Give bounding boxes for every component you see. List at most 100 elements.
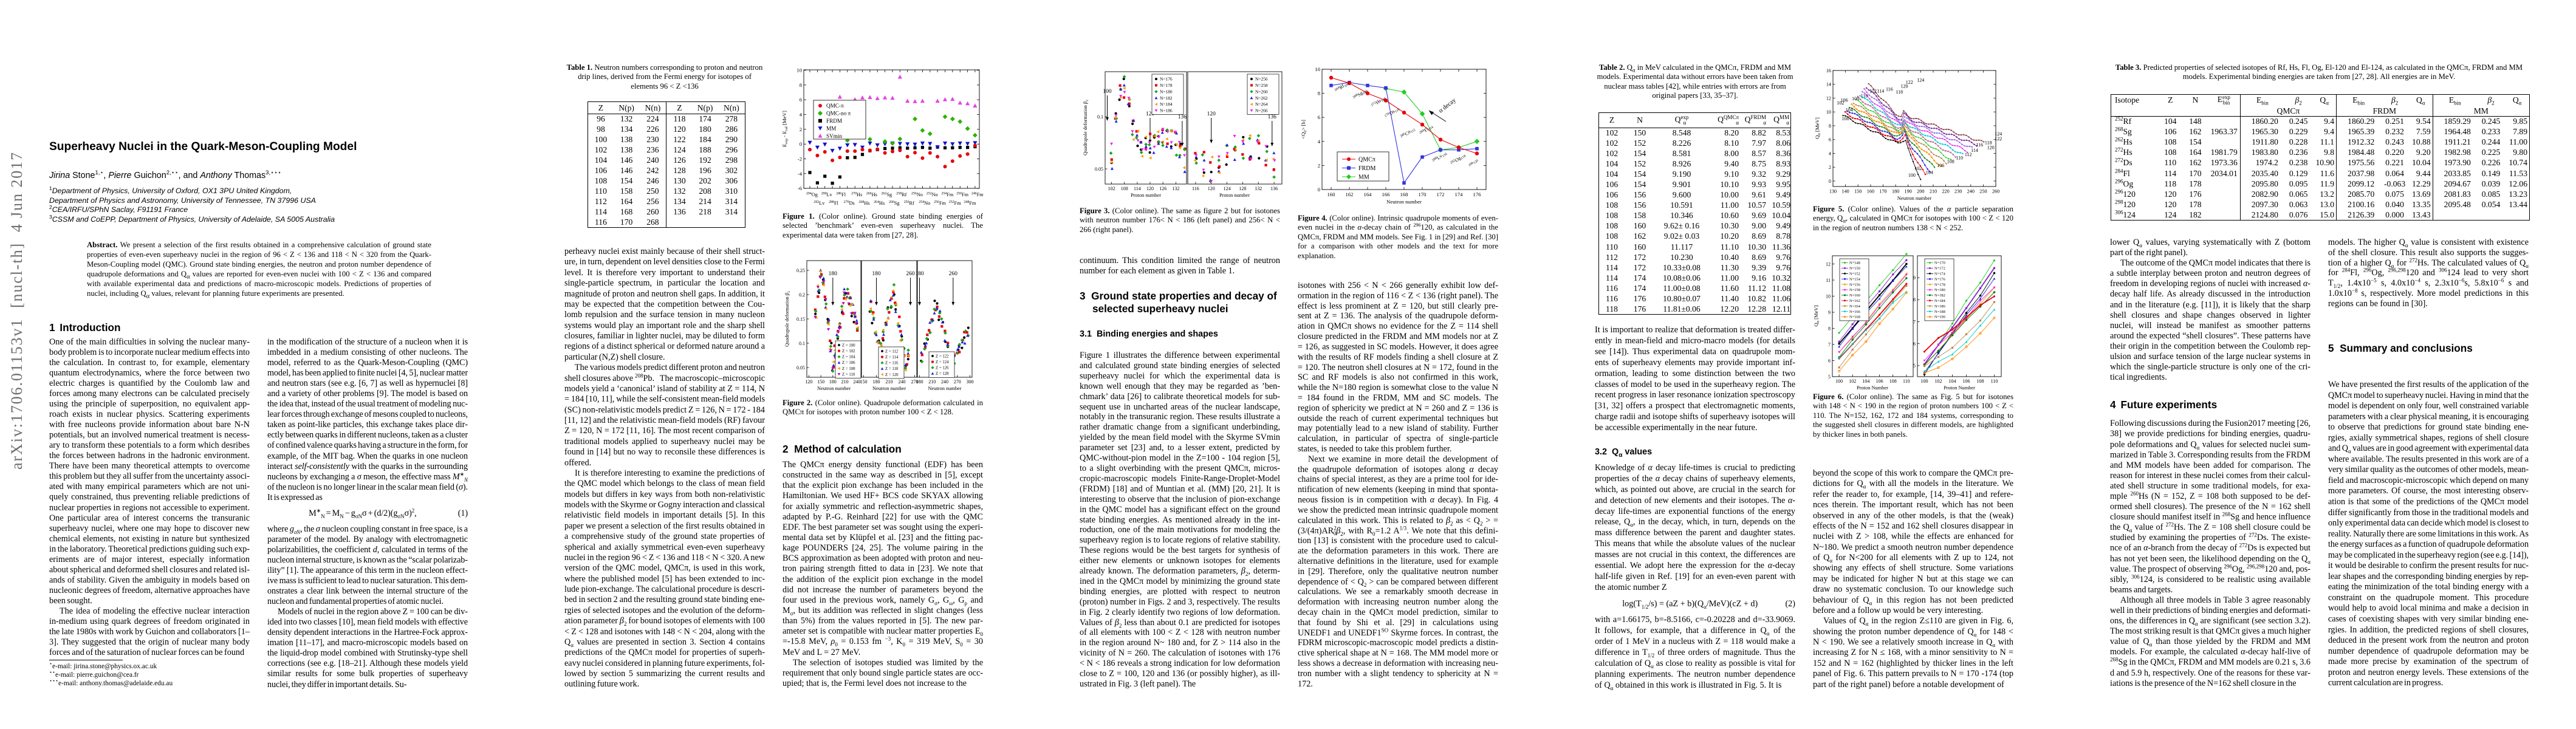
svg-text:12: 12 <box>1826 95 1831 101</box>
svg-text:126: 126 <box>1159 186 1166 191</box>
svg-text:180: 180 <box>872 271 881 277</box>
svg-text:256Fm: 256Fm <box>934 200 946 206</box>
svg-text:286Fl: 286Fl <box>836 192 846 197</box>
svg-text:N=176: N=176 <box>1160 77 1173 82</box>
svg-text:Z = 112: Z = 112 <box>885 349 899 354</box>
svg-text:0: 0 <box>1318 187 1320 193</box>
svg-text:N=148: N=148 <box>1849 261 1860 265</box>
svg-text:N=180: N=180 <box>1934 288 1945 292</box>
svg-text:254Fm: 254Fm <box>942 192 954 197</box>
svg-text:180: 180 <box>829 379 837 385</box>
svg-text:250: 250 <box>1979 189 1987 194</box>
svg-text:N=184: N=184 <box>1934 299 1946 303</box>
svg-text:100: 100 <box>1103 89 1112 95</box>
svg-text:0: 0 <box>1829 179 1831 184</box>
svg-text:0.25: 0.25 <box>796 268 805 273</box>
svg-text:N=176: N=176 <box>1934 277 1945 281</box>
svg-text:104: 104 <box>1846 107 1853 112</box>
svg-text:114: 114 <box>1877 89 1885 94</box>
svg-text:4: 4 <box>1318 139 1321 145</box>
svg-text:270Hs: 270Hs <box>851 192 862 197</box>
svg-text:100: 100 <box>1835 378 1843 384</box>
svg-text:268Hs: 268Hs <box>859 200 870 206</box>
svg-text:N=150: N=150 <box>1849 267 1860 271</box>
svg-text:262Sg: 262Sg <box>882 192 892 197</box>
svg-text:240: 240 <box>899 379 906 385</box>
svg-text:102: 102 <box>1108 186 1115 191</box>
svg-text:14: 14 <box>1826 82 1831 87</box>
svg-text:N=178: N=178 <box>1934 282 1945 287</box>
svg-text:220: 220 <box>1942 189 1949 194</box>
svg-text:N=260: N=260 <box>1255 89 1268 94</box>
svg-text:-4: -4 <box>798 171 803 177</box>
svg-text:108: 108 <box>1852 96 1859 101</box>
svg-text:N=186: N=186 <box>1160 108 1173 114</box>
svg-text:172: 172 <box>1437 191 1445 197</box>
svg-text:248Fm: 248Fm <box>964 200 976 206</box>
svg-text:114: 114 <box>1971 148 1978 153</box>
svg-text:2: 2 <box>1318 162 1320 168</box>
svg-text:6: 6 <box>1828 358 1831 363</box>
svg-text:116: 116 <box>1886 86 1893 92</box>
svg-text:102: 102 <box>1849 378 1856 384</box>
svg-text:N=188: N=188 <box>1934 310 1945 314</box>
svg-text:120: 120 <box>1987 145 1995 151</box>
svg-text:10: 10 <box>1826 293 1831 299</box>
svg-text:110: 110 <box>1903 378 1910 384</box>
svg-text:240: 240 <box>1967 189 1975 194</box>
svg-text:294Og: 294Og <box>806 192 818 197</box>
svg-text:210: 210 <box>841 379 849 385</box>
svg-text:Z = 106: Z = 106 <box>842 361 855 365</box>
svg-text:150: 150 <box>860 379 868 385</box>
svg-text:106: 106 <box>1876 378 1883 384</box>
svg-text:Eexp - Ecal [MeV]: Eexp - Ecal [MeV] <box>783 111 789 147</box>
svg-text:170: 170 <box>1879 189 1886 194</box>
svg-text:N=262: N=262 <box>1255 95 1268 101</box>
svg-text:16: 16 <box>1826 68 1831 74</box>
svg-text:5: 5 <box>1913 363 1916 369</box>
svg-text:284Fl114: 284Fl114 <box>1419 123 1434 137</box>
svg-text:Proton Number: Proton Number <box>1944 385 1975 391</box>
svg-text:136: 136 <box>1270 186 1278 191</box>
svg-text:Z = 102: Z = 102 <box>842 349 855 354</box>
svg-text:Quadrupole deformation β2: Quadrupole deformation β2 <box>784 291 791 347</box>
svg-text:106: 106 <box>1937 163 1944 168</box>
svg-text:132: 132 <box>1172 186 1179 191</box>
svg-text:2: 2 <box>1829 165 1831 170</box>
svg-text:108: 108 <box>1889 378 1897 384</box>
svg-text:Z = 124: Z = 124 <box>936 360 949 364</box>
svg-text:120: 120 <box>1207 111 1216 117</box>
svg-text:N=186: N=186 <box>1934 304 1945 309</box>
svg-text:120: 120 <box>1146 186 1154 191</box>
svg-text:8: 8 <box>1913 297 1916 303</box>
svg-text:176: 176 <box>1473 191 1482 197</box>
svg-text:160: 160 <box>1867 189 1874 194</box>
svg-text:6: 6 <box>1318 114 1321 120</box>
svg-text:108: 108 <box>1121 186 1128 191</box>
svg-text:Z = 118: Z = 118 <box>885 367 899 371</box>
svg-text:180: 180 <box>829 271 838 277</box>
svg-text:N=264: N=264 <box>1255 101 1268 107</box>
svg-text:Z = 126: Z = 126 <box>936 366 949 371</box>
svg-text:118: 118 <box>1985 140 1992 146</box>
svg-text:Z = 116: Z = 116 <box>885 361 899 366</box>
svg-text:174: 174 <box>1455 191 1464 197</box>
svg-text:9: 9 <box>1828 310 1831 315</box>
svg-text:MM: MM <box>826 125 836 131</box>
svg-text:Z = 104: Z = 104 <box>842 355 855 360</box>
svg-text:296120: 296120 <box>1468 158 1479 168</box>
svg-text:180: 180 <box>916 379 923 385</box>
svg-text:Proton number: Proton number <box>1219 193 1250 198</box>
svg-text:210: 210 <box>1930 189 1937 194</box>
svg-text:10: 10 <box>1826 109 1831 115</box>
svg-text:124: 124 <box>1224 186 1231 191</box>
svg-text:QMCπ: QMCπ <box>1358 156 1375 163</box>
svg-text:N=184: N=184 <box>1160 101 1173 107</box>
svg-text:102: 102 <box>1914 166 1922 171</box>
svg-text:190: 190 <box>1905 189 1912 194</box>
svg-text:210: 210 <box>886 379 893 385</box>
svg-text:288Lv116: 288Lv116 <box>1431 150 1448 165</box>
svg-text:246Fm: 246Fm <box>971 192 983 197</box>
svg-text:8: 8 <box>800 82 802 88</box>
svg-text:MM: MM <box>1358 174 1369 180</box>
